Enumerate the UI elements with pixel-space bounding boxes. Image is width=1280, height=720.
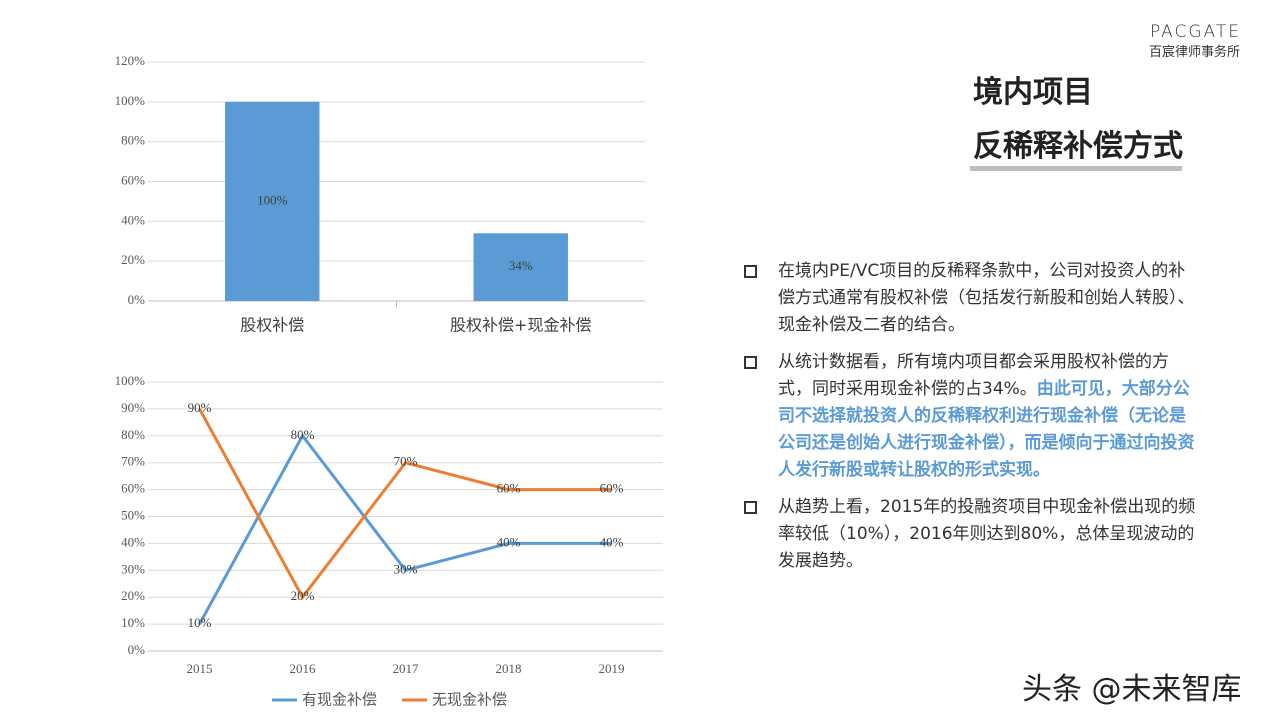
y-tick-label: 60%	[121, 481, 145, 496]
x-tick-label: 2019	[599, 661, 625, 676]
watermark: 头条 @未来智库	[1022, 672, 1242, 707]
x-tick-label: 股权补偿+现金补偿	[450, 316, 591, 335]
value-label: 100%	[257, 192, 288, 207]
x-tick-label: 2015	[187, 661, 213, 676]
logo-subtitle: 百宸律师事务所	[1149, 45, 1241, 60]
x-tick-label: 2016	[290, 661, 317, 676]
y-tick-label: 90%	[121, 400, 145, 415]
y-tick-label: 20%	[121, 588, 145, 603]
charts: 0% 20% 40% 60% 80% 100% 120% 股权补偿 股权补偿+现金补偿 100% 3…	[115, 53, 663, 709]
value-label: 30%	[394, 561, 418, 576]
bullet: 从趋势上看，2015年的投融资项目中现金补偿出现的频率较低（10%），2016年…	[742, 494, 1198, 575]
legend-label: 无现金补偿	[432, 691, 507, 709]
value-label: 40%	[497, 534, 521, 549]
y-tick-label: 0%	[128, 642, 146, 657]
bullet-list: 在境内PE/VC项目的反稀释条款中，公司对投资人的补偿方式通常有股权补偿（包括发…	[742, 258, 1198, 585]
y-tick-label: 30%	[121, 561, 145, 576]
value-label: 90%	[188, 400, 212, 415]
bullet-text: 在境内PE/VC项目的反稀释条款中，公司对投资人的补偿方式通常有股权补偿（包括发…	[778, 261, 1195, 335]
legend-label: 有现金补偿	[302, 691, 377, 709]
y-tick-label: 50%	[121, 507, 145, 522]
title: 境内项目	[973, 75, 1093, 110]
line-series	[198, 408, 612, 600]
value-label: 20%	[291, 588, 315, 603]
value-label: 60%	[600, 481, 624, 496]
y-tick-label: 100%	[115, 373, 146, 388]
bullet-highlight: 由此可见，大部分公司不选择就投资人的反稀释权利进行现金补偿（无论是公司还是创始人…	[778, 379, 1195, 480]
value-label: 40%	[600, 534, 624, 549]
y-tick-label: 60%	[121, 172, 145, 187]
value-label: 70%	[394, 454, 418, 469]
bullet-text: 从统计数据看，所有境内项目都会采用股权补偿的方式，同时采用现金补偿的占34%。	[778, 352, 1169, 399]
x-tick-label: 股权补偿	[240, 316, 304, 335]
y-tick-label: 120%	[115, 53, 146, 68]
bullet: 在境内PE/VC项目的反稀释条款中，公司对投资人的补偿方式通常有股权补偿（包括发…	[742, 258, 1198, 339]
y-tick-label: 0%	[128, 292, 146, 307]
y-tick-label: 100%	[115, 93, 146, 108]
bar	[473, 233, 568, 301]
value-label: 80%	[291, 427, 315, 442]
x-tick-label: 2017	[393, 661, 420, 676]
y-tick-label: 70%	[121, 454, 145, 469]
x-tick-label: 2018	[496, 661, 522, 676]
value-label: 60%	[497, 481, 521, 496]
line-series	[198, 433, 612, 625]
bullet: 从统计数据看，所有境内项目都会采用股权补偿的方式，同时采用现金补偿的占34%。由…	[742, 349, 1198, 484]
title: 反稀释补偿方式	[973, 129, 1183, 164]
y-tick-label: 80%	[121, 133, 145, 148]
y-tick-label: 40%	[121, 534, 145, 549]
y-tick-label: 10%	[121, 615, 145, 630]
bar	[225, 101, 320, 301]
y-tick-label: 20%	[121, 252, 145, 267]
logo-name: PACGATE	[1150, 22, 1241, 42]
value-label: 34%	[509, 258, 533, 273]
value-label: 10%	[188, 615, 212, 630]
title-underline	[970, 166, 1182, 171]
y-tick-label: 80%	[121, 427, 145, 442]
y-tick-label: 40%	[121, 212, 145, 227]
bullet-text: 从趋势上看，2015年的投融资项目中现金补偿出现的频率较低（10%），2016年…	[778, 497, 1196, 571]
